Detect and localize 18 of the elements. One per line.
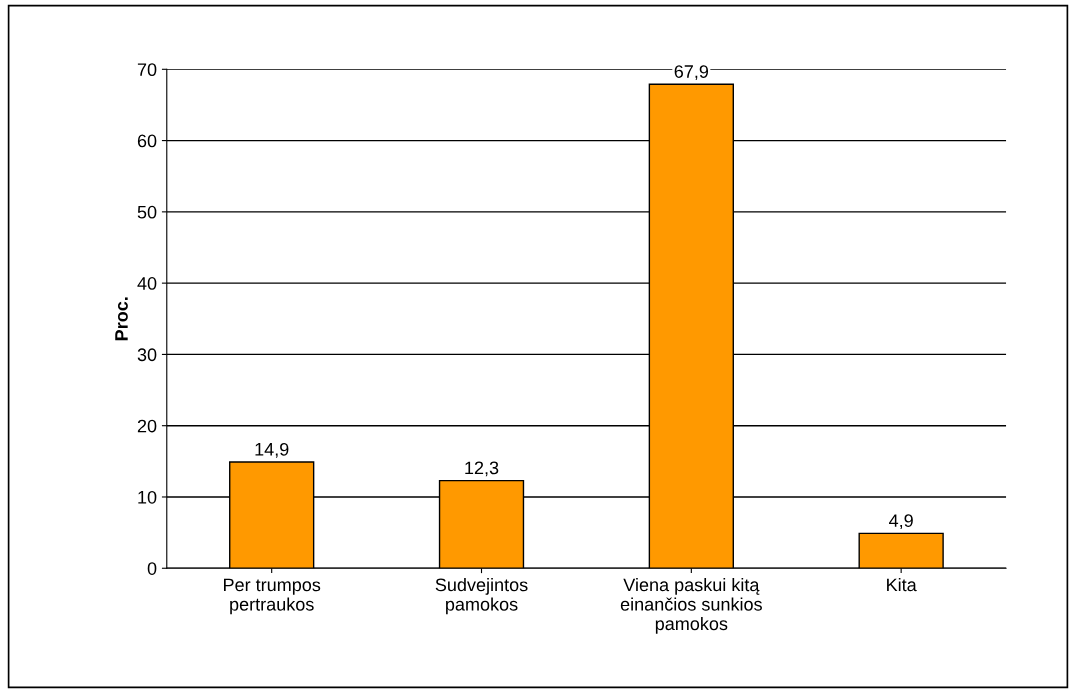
bar [858, 532, 944, 569]
y-tick-label: 0 [147, 562, 157, 575]
x-tick-label: Kita [887, 577, 917, 592]
x-tick-label: Sudvejintos pamokos [435, 577, 528, 615]
data-label: 67,9 [674, 65, 709, 81]
y-tick-label: 20 [137, 419, 157, 433]
y-tick-label: 60 [137, 134, 157, 148]
data-label: 14,9 [255, 442, 289, 458]
x-tick-label: Viena paskui kitą einančios sunkios pamokos [620, 577, 762, 634]
data-label: 4,9 [889, 514, 913, 530]
y-tick-label: 70 [137, 63, 157, 77]
y-tick-label: 50 [137, 205, 157, 219]
y-axis-title: Proc. [115, 297, 128, 341]
y-tick-label: 40 [137, 277, 157, 290]
y-tick-label: 10 [138, 490, 157, 504]
data-label: 12,3 [465, 461, 499, 477]
x-tick-label: Per trumpos pertraukos [224, 578, 321, 615]
y-tick-label: 30 [137, 348, 157, 362]
